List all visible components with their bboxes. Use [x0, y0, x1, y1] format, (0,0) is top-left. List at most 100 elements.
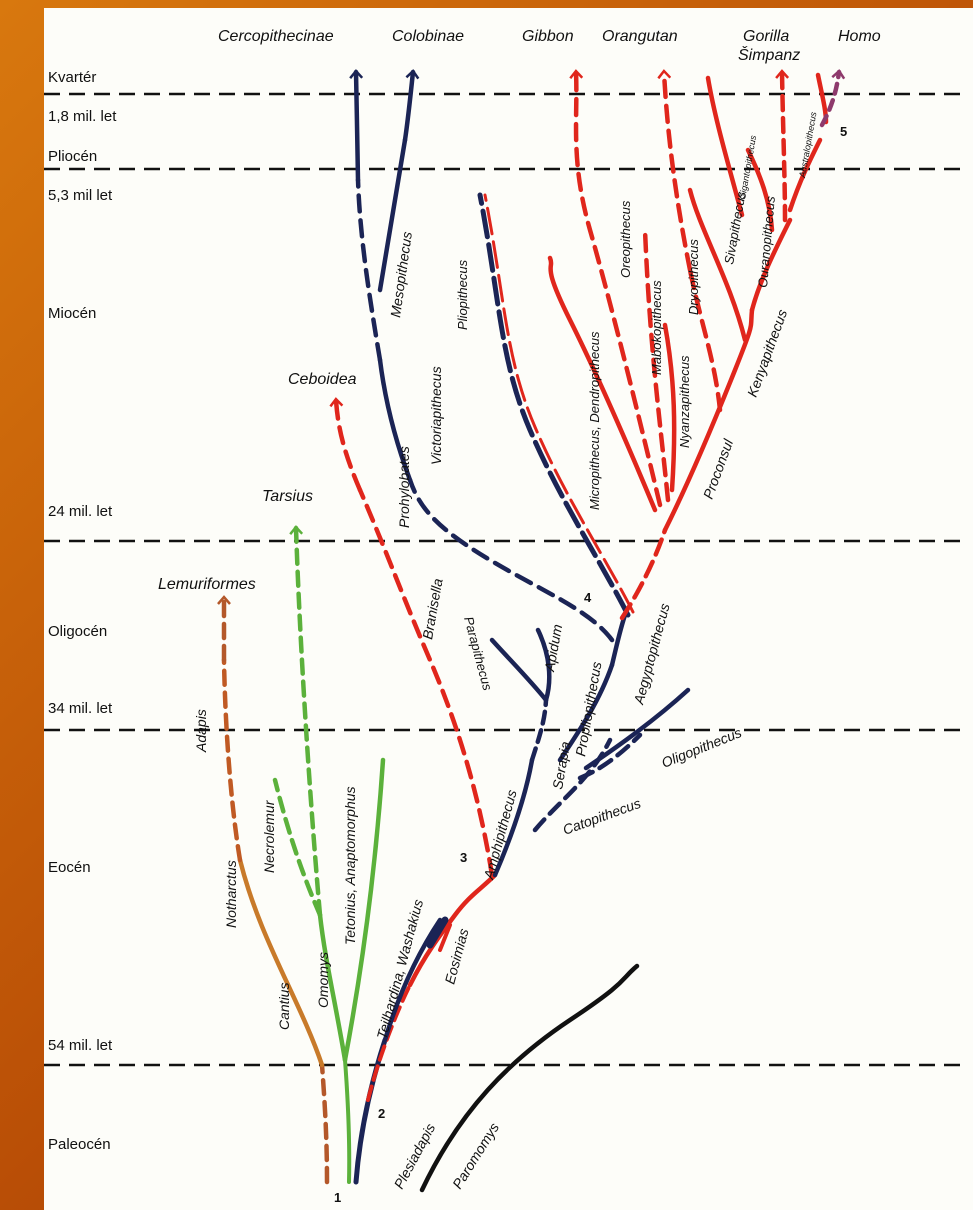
lineage-victoriapithecus: [355, 177, 383, 363]
taxon-label: Victoriapithecus: [428, 366, 444, 465]
lineage-anthropoid-trunk: [382, 917, 443, 1043]
group-label: Cercopithecinae: [218, 28, 334, 45]
node-marker-4: 4: [584, 590, 592, 605]
taxon-label: Sivapithecus: [721, 190, 749, 266]
lineage-cercopithecoid-base: [407, 477, 615, 643]
lineage-colobinae: [402, 69, 420, 143]
taxon-labels: Adapis Notharctus Cantius Necrolemur Omo…: [193, 111, 819, 1192]
lineage-homo: [819, 69, 846, 128]
taxon-label: Dryopithecus: [686, 239, 701, 315]
lineage-gorilla: [775, 69, 790, 223]
lineage-eosimias: [426, 916, 449, 949]
time-boundaries: [44, 92, 960, 1067]
lineage-adapiformes-base: [319, 1062, 330, 1185]
lineage-serapia: [529, 697, 549, 763]
lineage-pliopithecus: [477, 192, 631, 618]
top-group-labels: Cercopithecinae Colobinae Gibbon Orangut…: [218, 28, 881, 64]
taxon-label: Necrolemur: [261, 799, 277, 873]
lineage-catopithecus-2: [577, 732, 643, 781]
era-label: 1,8 mil. let: [48, 108, 117, 125]
taxon-label: Plesiadapis: [391, 1121, 439, 1192]
lineage-orangutan: [657, 69, 693, 273]
group-label: Lemuriformes: [158, 576, 256, 593]
lineage-apidum: [535, 627, 552, 703]
lineage-tarsiiformes-stem: [343, 1058, 352, 1184]
taxon-label: Cantius: [276, 983, 292, 1030]
taxon-label: Aegyptopithecus: [630, 602, 673, 707]
taxon-label: Ouranopithecus: [755, 195, 778, 288]
node-marker-5: 5: [840, 124, 847, 139]
taxon-label: Notharctus: [223, 860, 239, 928]
taxon-label: Branisella: [419, 577, 445, 641]
node-marker-3: 3: [460, 850, 467, 865]
lineage-proconsul: [662, 307, 755, 533]
taxon-label: Mesopithecus: [387, 231, 415, 319]
lineage-tetonius: [342, 757, 386, 1063]
lineage-gibbon: [569, 69, 663, 508]
mid-group-labels: Ceboidea Tarsius Lemuriformes: [158, 371, 357, 593]
taxon-label: Micropithecus, Dendropithecus: [587, 331, 602, 510]
era-label: Eocén: [48, 859, 91, 876]
lineage-oligopithecus: [583, 687, 691, 771]
era-label: 5,3 mil let: [48, 187, 113, 204]
taxon-label: Omomys: [315, 952, 331, 1008]
lineage-cercopithecinae: [349, 69, 364, 183]
lineage-mesopithecus: [377, 137, 408, 293]
era-label: 54 mil. let: [48, 1037, 113, 1054]
lineage-ceboidea: [329, 397, 363, 493]
lineage-prohylobates: [377, 357, 413, 483]
node-markers: 1 2 3 4 5: [334, 124, 847, 1205]
lineage-branisella: [357, 487, 495, 878]
lineage-ouranopithecus: [745, 147, 775, 233]
lineage-pliopithecus-red: [483, 193, 635, 614]
lineage-plesiadapiformes: [419, 963, 640, 1193]
node-marker-2: 2: [378, 1106, 385, 1121]
era-label: 34 mil. let: [48, 700, 113, 717]
era-labels: Kvartér 1,8 mil. let Pliocén 5,3 mil let…: [48, 69, 117, 1153]
lineage-gigantopithecus: [705, 75, 745, 218]
era-label: Kvartér: [48, 69, 96, 86]
lineage-sivapithecus: [687, 187, 748, 343]
taxon-label: Propliopithecus: [572, 660, 604, 757]
node-marker-1: 1: [334, 1190, 341, 1205]
diagram-panel: [44, 8, 973, 1210]
group-label: Colobinae: [392, 28, 464, 45]
taxon-label: Prohylobates: [396, 446, 412, 528]
taxon-label: Catopithecus: [561, 795, 643, 838]
taxon-label: Nyanzapithecus: [677, 355, 692, 448]
lineage-australopithecus: [787, 137, 823, 213]
era-label: Pliocén: [48, 148, 97, 165]
group-label: Tarsius: [262, 488, 313, 505]
era-label: Paleocén: [48, 1136, 111, 1153]
group-label: Gorilla: [743, 28, 789, 45]
era-label: 24 mil. let: [48, 503, 113, 520]
lineage-tarsius: [289, 525, 323, 918]
group-label: Orangutan: [602, 28, 678, 45]
lineage-eosimias-red: [438, 923, 452, 952]
taxon-label: Parapithecus: [461, 615, 495, 693]
era-label: Oligocén: [48, 623, 107, 640]
taxon-label: Tetonius, Anaptomorphus: [342, 786, 358, 945]
taxon-label: Apidum: [541, 623, 565, 674]
lineage-nyanzapithecus: [662, 322, 677, 493]
lineage-aegyptopithecus: [619, 527, 668, 621]
lineage-propliopithecus: [557, 662, 615, 763]
lineage-omomys: [317, 912, 348, 1063]
lineage-anthropoid-trunk-red: [407, 872, 498, 988]
lineage-parapithecus: [489, 637, 549, 703]
taxon-label: Oreopithecus: [618, 200, 633, 278]
group-label: Gibbon: [522, 28, 574, 45]
taxon-label: Pliopithecus: [455, 259, 470, 330]
lineage-dryopithecus: [687, 267, 723, 413]
lineage-adapis: [221, 657, 243, 863]
lineage-dendropithecus: [547, 255, 658, 513]
lineage-kenyapithecus: [749, 217, 793, 313]
lineage-notharctus: [237, 857, 325, 1068]
lineage-necrolemur: [272, 777, 323, 918]
group-label: Šimpanz: [738, 45, 800, 64]
era-label: Miocén: [48, 305, 96, 322]
lineage-amphipithecus: [492, 757, 535, 878]
taxon-label: Mabokopithecus: [649, 280, 664, 375]
